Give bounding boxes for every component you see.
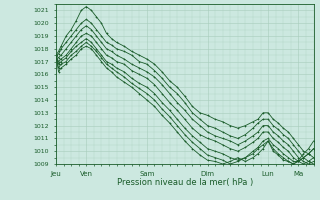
X-axis label: Pression niveau de la mer( hPa ): Pression niveau de la mer( hPa ) xyxy=(117,178,253,187)
